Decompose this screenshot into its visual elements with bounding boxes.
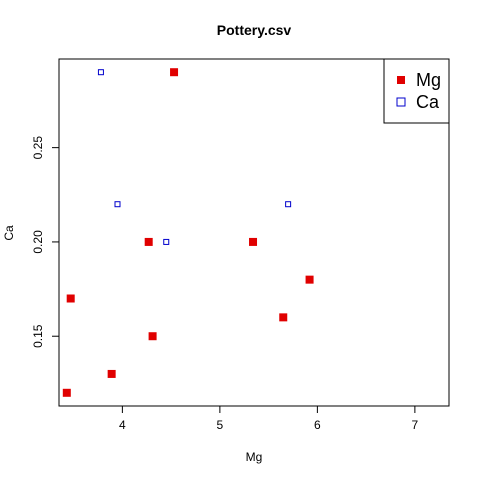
point-mg: [305, 275, 314, 284]
point-mg: [62, 388, 71, 397]
x-axis: 4 5 6 7: [119, 406, 419, 432]
x-tick-label: 7: [412, 418, 419, 432]
x-axis-label: Mg: [246, 450, 263, 464]
y-tick-label: 0.15: [31, 324, 45, 348]
point-ca: [114, 201, 121, 208]
point-mg: [279, 313, 288, 322]
x-tick-label: 4: [119, 418, 126, 432]
point-ca: [285, 201, 292, 208]
point-mg: [170, 68, 179, 77]
y-axis: 0.15 0.20 0.25: [31, 136, 59, 348]
legend-marker-ca: [396, 97, 406, 107]
chart-title: Pottery.csv: [217, 22, 292, 38]
point-ca: [97, 69, 104, 76]
point-mg: [107, 369, 116, 378]
x-tick-label: 5: [217, 418, 224, 432]
point-mg: [148, 332, 157, 341]
x-tick-label: 6: [314, 418, 321, 432]
point-mg: [144, 237, 153, 246]
point-mg: [249, 237, 258, 246]
y-axis-label: Ca: [2, 225, 16, 241]
point-mg: [66, 294, 75, 303]
legend-label-mg: Mg: [416, 70, 441, 90]
plot-frame: [58, 58, 450, 407]
legend-box: [383, 58, 450, 124]
data-points: [62, 68, 314, 397]
y-tick-label: 0.25: [31, 136, 45, 160]
y-tick-label: 0.20: [31, 230, 45, 254]
point-ca: [163, 238, 170, 245]
legend-label-ca: Ca: [416, 92, 440, 112]
legend-marker-mg: [397, 76, 405, 84]
